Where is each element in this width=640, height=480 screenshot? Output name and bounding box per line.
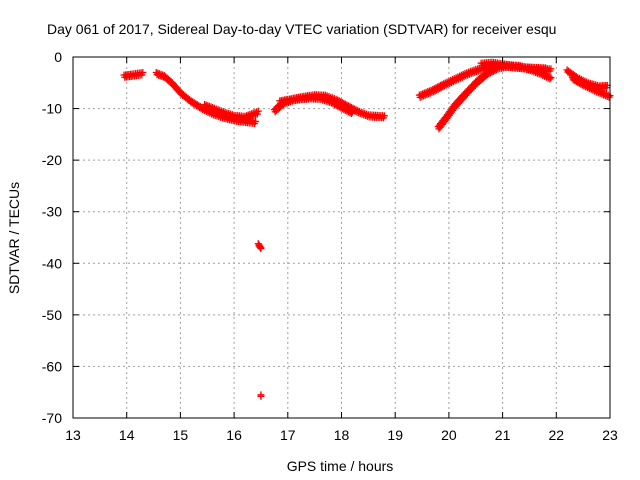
x-tick-label: 22 [549,427,565,443]
data-point [485,70,493,78]
data-point [547,65,555,73]
data-point [254,107,262,115]
x-tick-label: 23 [602,427,618,443]
y-tick-label: -10 [42,101,62,117]
y-tick-label: -20 [42,152,62,168]
x-tick-label: 17 [280,427,296,443]
data-point [430,88,438,96]
x-tick-label: 19 [387,427,403,443]
x-axis-label: GPS time / hours [287,458,394,474]
x-tick-label: 18 [334,427,350,443]
data-point [605,93,613,101]
data-point [483,71,491,79]
grid-layer [73,57,610,418]
data-point [488,68,496,76]
data-point [380,112,388,120]
x-tick-label: 13 [65,427,81,443]
marks-layer [120,58,614,400]
data-point [348,108,356,116]
data-point [489,67,497,75]
y-tick-label: -50 [42,307,62,323]
data-point [547,74,555,82]
x-tick-label: 15 [173,427,189,443]
x-tick-label: 14 [119,427,135,443]
data-point [431,87,439,95]
y-tick-label: -60 [42,358,62,374]
data-point [439,83,447,91]
data-point [436,84,444,92]
data-point [433,86,441,94]
x-tick-label: 16 [226,427,242,443]
y-tick-label: -30 [42,204,62,220]
y-tick-label: -40 [42,255,62,271]
data-point [437,84,445,92]
data-point [546,75,554,83]
data-point [491,67,499,75]
data-point [486,69,494,77]
data-point [139,68,147,76]
chart-title: Day 061 of 2017, Sidereal Day-to-day VTE… [47,21,556,37]
data-point [257,391,265,399]
data-point [252,117,260,125]
data-point [542,64,550,72]
y-tick-label: -70 [42,410,62,426]
data-point [257,244,265,252]
y-tick-label: 0 [54,49,62,65]
data-point [434,85,442,93]
x-tick-label: 21 [495,427,511,443]
ticks-layer: 13 14 15 16 17 18 19 20 21 22 23 0 -10 -20 -30 -40 -50 -6… [42,49,618,443]
x-tick-label: 20 [441,427,457,443]
data-point [348,110,356,118]
y-axis-label: SDTVAR / TECUs [6,182,22,294]
